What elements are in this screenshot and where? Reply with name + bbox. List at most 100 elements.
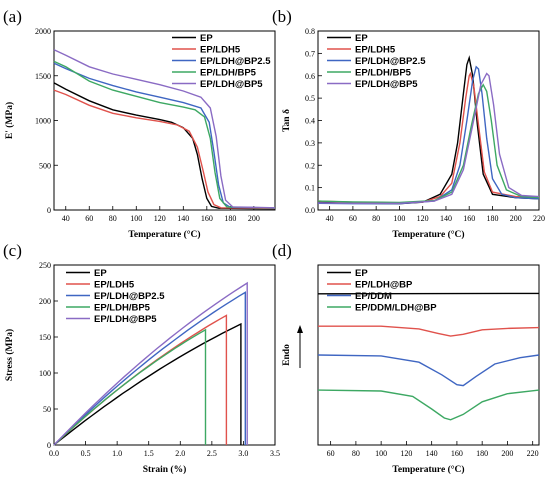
legend-label: EP/LDH@BP2.5 (200, 56, 271, 67)
x-tick-label: 80 (109, 214, 117, 223)
series-line (317, 71, 540, 204)
y-tick-label: 0 (47, 206, 51, 215)
series-line (53, 291, 246, 446)
x-tick-label: 3.5 (270, 449, 280, 458)
y-tick-label: 500 (39, 161, 51, 170)
x-tick-label: 140 (440, 214, 452, 223)
y-tick-label: 0.8 (305, 27, 315, 36)
y-tick-label: 50 (43, 405, 51, 414)
series-line (53, 62, 276, 209)
x-tick-label: 60 (349, 214, 357, 223)
legend-label: EP/LDH@BP2.5 (355, 56, 426, 67)
panel-label: (d) (272, 241, 292, 260)
legend-label: EP/DDM (355, 291, 392, 302)
panel-3: (d) 60 80 100 120 140 160 180 200 220 Temperature … (272, 241, 540, 475)
x-tick-label: 120 (417, 214, 429, 223)
x-tick-label: 180 (486, 214, 498, 223)
y-tick-label: 0.0 (305, 206, 315, 215)
panel-0: (a)40 60 80 100 120 140 160 180 2000500100015002… (3, 7, 276, 240)
x-tick-label: 160 (201, 214, 213, 223)
y-tick-label: 0.6 (305, 72, 315, 81)
x-tick-label: 100 (375, 449, 387, 458)
series-line (53, 89, 276, 210)
y-tick-label: 100 (39, 369, 51, 378)
x-tick-label: 220 (533, 214, 545, 223)
y-tick-label: 250 (39, 261, 51, 270)
x-tick-label: 2.5 (207, 449, 217, 458)
legend-label: EP/LDH5 (200, 45, 241, 56)
x-tick-label: 220 (527, 449, 539, 458)
series-line (53, 49, 276, 209)
x-tick-label: 1.5 (144, 449, 154, 458)
x-tick-label: 40 (326, 214, 334, 223)
series-line (53, 60, 276, 209)
x-tick-label: 60 (85, 214, 93, 223)
legend-label: EP/LDH@BP (355, 280, 413, 291)
y-tick-label: 2000 (35, 27, 51, 36)
series-line (53, 82, 276, 210)
panel-1: (b) 40 60 80 100 120 140 160 180 200 220 0.0 0.1 0.2 0… (272, 7, 545, 240)
x-tick-label: 140 (426, 449, 438, 458)
y-axis-label: Endo (282, 344, 292, 366)
x-tick-label: 80 (372, 214, 380, 223)
legend-label: EP/LDH/BP5 (355, 68, 412, 79)
x-tick-label: 160 (451, 449, 463, 458)
series-line (317, 55, 540, 205)
y-tick-label: 0.5 (305, 94, 315, 103)
series-line (317, 65, 540, 205)
panel-label: (c) (3, 241, 22, 260)
series-line (53, 322, 242, 446)
x-tick-label: 0.0 (49, 449, 59, 458)
y-tick-label: 200 (39, 297, 51, 306)
legend-label: EP/DDM/LDH@BP (355, 303, 437, 314)
x-tick-label: 140 (177, 214, 189, 223)
plot-frame (317, 30, 540, 211)
x-tick-label: 60 (327, 449, 335, 458)
y-tick-label: 0.1 (305, 184, 315, 193)
endo-arrow-head (297, 325, 303, 333)
series-line (53, 328, 207, 446)
y-tick-label: 1000 (35, 117, 51, 126)
legend-label: EP/LDH@BP5 (200, 79, 263, 90)
panel-label: (b) (272, 7, 292, 26)
series-line (318, 325, 540, 337)
x-tick-label: 200 (248, 214, 260, 223)
x-tick-label: 100 (393, 214, 405, 223)
legend-label: EP/LDH5 (94, 280, 135, 291)
x-tick-label: 0.5 (81, 449, 91, 458)
x-tick-label: 200 (501, 449, 513, 458)
legend-label: EP/LDH/BP5 (94, 303, 151, 314)
x-axis-label: Temperature (°C) (392, 229, 464, 240)
legend-label: EP (94, 268, 107, 279)
y-axis-label: E' (MPa) (4, 102, 15, 139)
legend-label: EP/LDH@BP2.5 (94, 291, 165, 302)
legend-label: EP (355, 268, 368, 279)
x-tick-label: 160 (463, 214, 475, 223)
series-line (317, 72, 540, 204)
x-tick-label: 180 (224, 214, 236, 223)
y-tick-label: 0.3 (305, 139, 315, 148)
x-axis-label: Temperature (°C) (392, 464, 464, 475)
x-axis-label: Temperature (°C) (128, 229, 200, 240)
x-tick-label: 120 (400, 449, 412, 458)
legend-label: EP (355, 33, 368, 44)
x-tick-label: 180 (476, 449, 488, 458)
x-tick-label: 3.0 (238, 449, 248, 458)
series-line (317, 354, 540, 387)
legend-label: EP/LDH@BP5 (94, 314, 157, 325)
plot-frame (53, 264, 276, 446)
x-tick-label: 1.0 (112, 449, 122, 458)
y-axis-label: Tan δ (282, 109, 292, 132)
y-axis-label: Stress (MPa) (4, 329, 15, 381)
x-tick-label: 100 (130, 214, 142, 223)
x-tick-label: 2.0 (175, 449, 185, 458)
panel-2: (c) 0.0 0.5 1.0 1.5 2.0 2.5 3.0 3.5 0 50 100 150 200 2… (3, 241, 280, 475)
x-tick-label: 200 (510, 214, 522, 223)
x-axis-label: Strain (%) (143, 464, 187, 475)
series-line (317, 83, 540, 204)
x-tick-label: 80 (352, 449, 360, 458)
x-tick-label: 40 (62, 214, 70, 223)
x-tick-label: 120 (154, 214, 166, 223)
y-tick-label: 150 (39, 333, 51, 342)
panel-label: (a) (3, 7, 22, 26)
